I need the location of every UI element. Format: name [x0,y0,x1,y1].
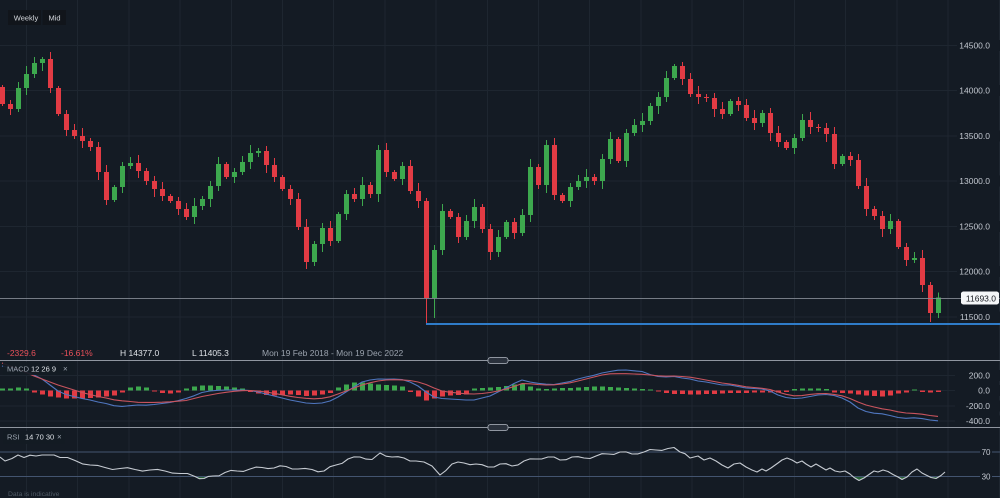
svg-text:14500.0: 14500.0 [959,41,990,51]
svg-text:12 26 9: 12 26 9 [31,365,56,374]
svg-text:11693.0: 11693.0 [966,293,996,303]
svg-text:H 14377.0: H 14377.0 [120,348,159,358]
svg-text:0.0: 0.0 [978,386,990,396]
svg-text:13500.0: 13500.0 [959,131,990,141]
svg-text:14000.0: 14000.0 [959,86,990,96]
svg-text:MACD: MACD [7,365,30,374]
svg-text:Mon 19 Feb 2018 - Mon 19 Dec 2: Mon 19 Feb 2018 - Mon 19 Dec 2022 [262,348,404,358]
svg-text:L 11405.3: L 11405.3 [192,348,229,358]
svg-text:13000.0: 13000.0 [959,176,990,186]
svg-text:70: 70 [982,448,991,457]
svg-text:12000.0: 12000.0 [959,267,990,277]
svg-text:×: × [57,433,62,442]
svg-text:RSI: RSI [7,433,20,442]
svg-text:Mid: Mid [48,14,60,23]
svg-text:-400.0: -400.0 [966,416,990,426]
svg-text:11500.0: 11500.0 [960,312,990,322]
svg-text:Data is indicative: Data is indicative [8,491,60,498]
svg-text:12500.0: 12500.0 [959,221,990,231]
svg-text:-200.0: -200.0 [966,401,990,411]
svg-text:-16.61%: -16.61% [61,348,93,358]
svg-text:30: 30 [982,473,991,482]
svg-text:14 70 30: 14 70 30 [25,433,54,442]
svg-text:200.0: 200.0 [969,370,991,380]
svg-text:-2329.6: -2329.6 [7,348,36,358]
svg-text:×: × [63,365,68,374]
svg-text:Weekly: Weekly [14,14,39,23]
